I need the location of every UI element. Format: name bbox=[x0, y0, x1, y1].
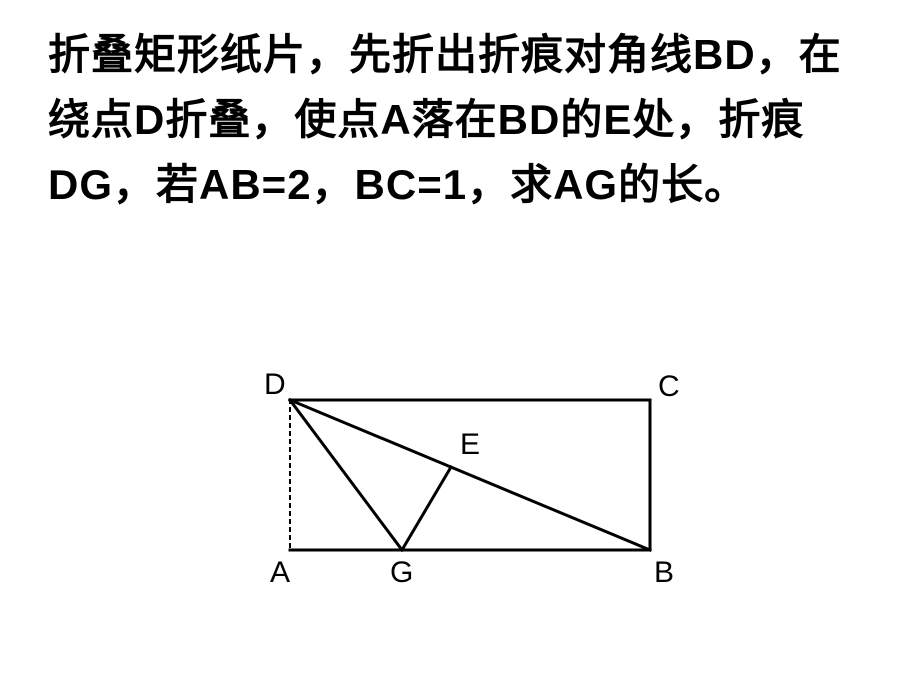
geometry-diagram: DCABGE bbox=[250, 380, 670, 610]
point-label-E: E bbox=[460, 428, 480, 462]
point-label-B: B bbox=[654, 556, 674, 590]
point-label-A: A bbox=[270, 556, 290, 590]
diagram-svg bbox=[250, 380, 670, 560]
diagram-container: DCABGE bbox=[0, 380, 920, 610]
problem-statement: 折叠矩形纸片，先折出折痕对角线BD，在绕点D折叠，使点A落在BD的E处，折痕DG… bbox=[48, 22, 872, 217]
point-label-D: D bbox=[264, 368, 286, 402]
point-label-G: G bbox=[390, 556, 413, 590]
point-label-C: C bbox=[658, 370, 680, 404]
